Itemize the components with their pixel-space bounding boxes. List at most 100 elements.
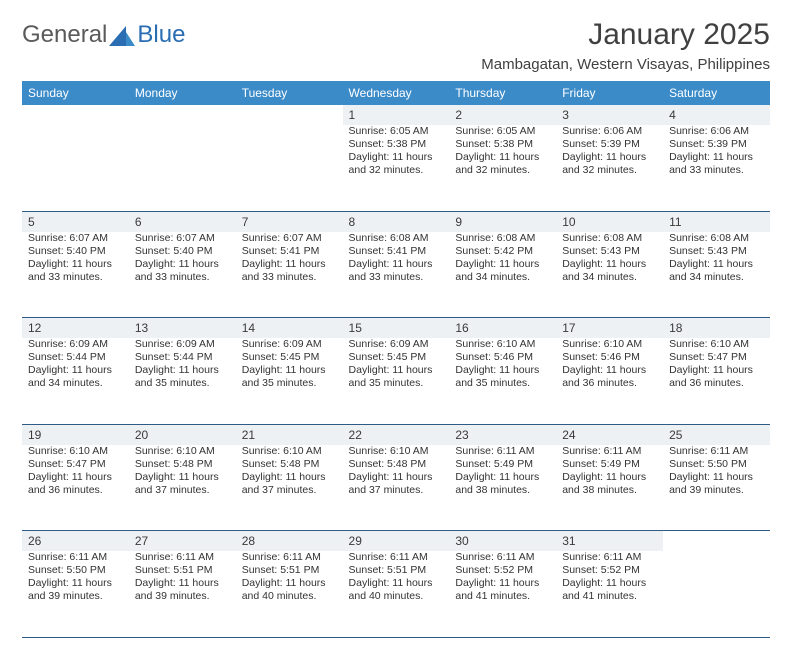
- sunset-line: Sunset: 5:51 PM: [349, 564, 444, 577]
- sunset-line: Sunset: 5:48 PM: [242, 458, 337, 471]
- daylight-line: Daylight: 11 hours and 35 minutes.: [242, 364, 337, 390]
- day-number-cell: 18: [663, 318, 770, 339]
- daylight-line: Daylight: 11 hours and 36 minutes.: [669, 364, 764, 390]
- sunset-line: Sunset: 5:40 PM: [28, 245, 123, 258]
- day-cell: Sunrise: 6:08 AMSunset: 5:42 PMDaylight:…: [449, 232, 556, 318]
- day-cell: Sunrise: 6:07 AMSunset: 5:40 PMDaylight:…: [22, 232, 129, 318]
- sunset-line: Sunset: 5:46 PM: [455, 351, 550, 364]
- daylight-line: Daylight: 11 hours and 32 minutes.: [349, 151, 444, 177]
- sunset-line: Sunset: 5:48 PM: [349, 458, 444, 471]
- day-number-cell: [663, 531, 770, 552]
- daylight-line: Daylight: 11 hours and 35 minutes.: [455, 364, 550, 390]
- sunrise-line: Sunrise: 6:08 AM: [562, 232, 657, 245]
- day-number-cell: 24: [556, 424, 663, 445]
- day-number-cell: [236, 105, 343, 125]
- sunset-line: Sunset: 5:51 PM: [135, 564, 230, 577]
- weekday-header: Friday: [556, 81, 663, 105]
- daylight-line: Daylight: 11 hours and 34 minutes.: [669, 258, 764, 284]
- sunset-line: Sunset: 5:44 PM: [28, 351, 123, 364]
- day-cell: Sunrise: 6:11 AMSunset: 5:52 PMDaylight:…: [449, 551, 556, 637]
- day-cell: Sunrise: 6:10 AMSunset: 5:48 PMDaylight:…: [343, 445, 450, 531]
- day-number-cell: 21: [236, 424, 343, 445]
- sunset-line: Sunset: 5:41 PM: [349, 245, 444, 258]
- day-cell: Sunrise: 6:11 AMSunset: 5:51 PMDaylight:…: [343, 551, 450, 637]
- day-cell: Sunrise: 6:11 AMSunset: 5:51 PMDaylight:…: [129, 551, 236, 637]
- sunrise-line: Sunrise: 6:08 AM: [455, 232, 550, 245]
- day-cell: Sunrise: 6:11 AMSunset: 5:49 PMDaylight:…: [556, 445, 663, 531]
- daylight-line: Daylight: 11 hours and 33 minutes.: [669, 151, 764, 177]
- day-number-cell: 7: [236, 211, 343, 232]
- daynum-row: 1234: [22, 105, 770, 125]
- sunrise-line: Sunrise: 6:10 AM: [28, 445, 123, 458]
- day-cell: Sunrise: 6:08 AMSunset: 5:41 PMDaylight:…: [343, 232, 450, 318]
- sunset-line: Sunset: 5:40 PM: [135, 245, 230, 258]
- weekday-header-row: SundayMondayTuesdayWednesdayThursdayFrid…: [22, 81, 770, 105]
- sunrise-line: Sunrise: 6:08 AM: [349, 232, 444, 245]
- sunrise-line: Sunrise: 6:06 AM: [562, 125, 657, 138]
- sunrise-line: Sunrise: 6:10 AM: [455, 338, 550, 351]
- day-number-cell: 12: [22, 318, 129, 339]
- day-cell: [129, 125, 236, 211]
- daylight-line: Daylight: 11 hours and 39 minutes.: [669, 471, 764, 497]
- day-cell: Sunrise: 6:10 AMSunset: 5:47 PMDaylight:…: [22, 445, 129, 531]
- day-cell: Sunrise: 6:09 AMSunset: 5:45 PMDaylight:…: [236, 338, 343, 424]
- daylight-line: Daylight: 11 hours and 32 minutes.: [562, 151, 657, 177]
- sunrise-line: Sunrise: 6:09 AM: [135, 338, 230, 351]
- day-number-cell: 2: [449, 105, 556, 125]
- header-row: General Blue January 2025: [22, 18, 770, 52]
- sunrise-line: Sunrise: 6:11 AM: [455, 551, 550, 564]
- day-number-cell: 8: [343, 211, 450, 232]
- sunrise-line: Sunrise: 6:11 AM: [28, 551, 123, 564]
- daylight-line: Daylight: 11 hours and 36 minutes.: [28, 471, 123, 497]
- sunset-line: Sunset: 5:41 PM: [242, 245, 337, 258]
- daylight-line: Daylight: 11 hours and 35 minutes.: [349, 364, 444, 390]
- sunrise-line: Sunrise: 6:07 AM: [135, 232, 230, 245]
- sunset-line: Sunset: 5:51 PM: [242, 564, 337, 577]
- daylight-line: Daylight: 11 hours and 37 minutes.: [135, 471, 230, 497]
- daylight-line: Daylight: 11 hours and 33 minutes.: [28, 258, 123, 284]
- day-number-cell: 16: [449, 318, 556, 339]
- daylight-line: Daylight: 11 hours and 37 minutes.: [242, 471, 337, 497]
- sunrise-line: Sunrise: 6:10 AM: [669, 338, 764, 351]
- sunset-line: Sunset: 5:38 PM: [349, 138, 444, 151]
- daylight-line: Daylight: 11 hours and 41 minutes.: [455, 577, 550, 603]
- daylight-line: Daylight: 11 hours and 41 minutes.: [562, 577, 657, 603]
- day-cell: Sunrise: 6:05 AMSunset: 5:38 PMDaylight:…: [343, 125, 450, 211]
- day-number-cell: 26: [22, 531, 129, 552]
- day-number-cell: 9: [449, 211, 556, 232]
- logo-triangle-icon: [109, 25, 135, 45]
- sunset-line: Sunset: 5:44 PM: [135, 351, 230, 364]
- calendar-document: General Blue January 2025 Mambagatan, We…: [0, 0, 792, 656]
- day-number-cell: 27: [129, 531, 236, 552]
- day-cell: Sunrise: 6:05 AMSunset: 5:38 PMDaylight:…: [449, 125, 556, 211]
- sunset-line: Sunset: 5:47 PM: [669, 351, 764, 364]
- day-cell: Sunrise: 6:08 AMSunset: 5:43 PMDaylight:…: [663, 232, 770, 318]
- day-number-cell: 15: [343, 318, 450, 339]
- sunset-line: Sunset: 5:52 PM: [455, 564, 550, 577]
- day-number-cell: 4: [663, 105, 770, 125]
- daylight-line: Daylight: 11 hours and 40 minutes.: [349, 577, 444, 603]
- day-cell: Sunrise: 6:06 AMSunset: 5:39 PMDaylight:…: [556, 125, 663, 211]
- day-cell: Sunrise: 6:06 AMSunset: 5:39 PMDaylight:…: [663, 125, 770, 211]
- sunrise-line: Sunrise: 6:10 AM: [242, 445, 337, 458]
- page-title: January 2025: [588, 18, 770, 52]
- daylight-line: Daylight: 11 hours and 37 minutes.: [349, 471, 444, 497]
- weekday-header: Thursday: [449, 81, 556, 105]
- day-number-cell: 23: [449, 424, 556, 445]
- weekday-header: Monday: [129, 81, 236, 105]
- sunset-line: Sunset: 5:50 PM: [669, 458, 764, 471]
- sunset-line: Sunset: 5:38 PM: [455, 138, 550, 151]
- day-cell: Sunrise: 6:11 AMSunset: 5:49 PMDaylight:…: [449, 445, 556, 531]
- day-number-cell: 17: [556, 318, 663, 339]
- sunset-line: Sunset: 5:39 PM: [669, 138, 764, 151]
- day-cell: Sunrise: 6:08 AMSunset: 5:43 PMDaylight:…: [556, 232, 663, 318]
- weekday-header: Sunday: [22, 81, 129, 105]
- daylight-line: Daylight: 11 hours and 34 minutes.: [562, 258, 657, 284]
- sunrise-line: Sunrise: 6:11 AM: [455, 445, 550, 458]
- sunrise-line: Sunrise: 6:05 AM: [455, 125, 550, 138]
- sunrise-line: Sunrise: 6:09 AM: [349, 338, 444, 351]
- calendar-body: 1234Sunrise: 6:05 AMSunset: 5:38 PMDayli…: [22, 105, 770, 637]
- daylight-line: Daylight: 11 hours and 39 minutes.: [28, 577, 123, 603]
- sunrise-line: Sunrise: 6:05 AM: [349, 125, 444, 138]
- day-number-cell: 13: [129, 318, 236, 339]
